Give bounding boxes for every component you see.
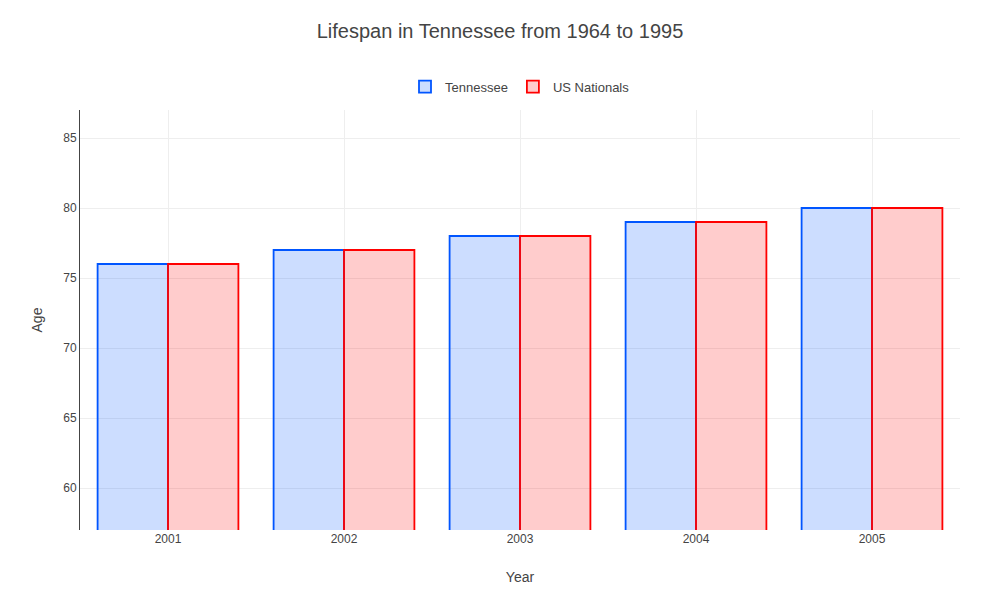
svg-text:70: 70 — [63, 341, 77, 355]
svg-text:2003: 2003 — [507, 532, 534, 546]
svg-text:Year: Year — [506, 569, 535, 585]
svg-text:US Nationals: US Nationals — [553, 80, 629, 95]
svg-text:2001: 2001 — [155, 532, 182, 546]
svg-text:2005: 2005 — [859, 532, 886, 546]
svg-text:Tennessee: Tennessee — [445, 80, 508, 95]
svg-text:75: 75 — [63, 271, 77, 285]
svg-text:2004: 2004 — [683, 532, 710, 546]
svg-text:60: 60 — [63, 481, 77, 495]
svg-text:Lifespan in Tennessee from 196: Lifespan in Tennessee from 1964 to 1995 — [317, 20, 684, 42]
svg-text:80: 80 — [63, 201, 77, 215]
svg-text:65: 65 — [63, 411, 77, 425]
svg-text:2002: 2002 — [331, 532, 358, 546]
svg-text:Age: Age — [29, 307, 45, 332]
svg-text:85: 85 — [63, 131, 77, 145]
